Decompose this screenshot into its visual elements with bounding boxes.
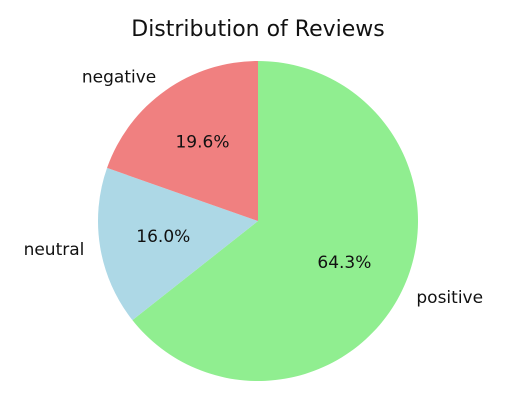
- pie-pct-label-neutral: 16.0%: [136, 227, 190, 247]
- pie-slice-negative: [107, 60, 258, 221]
- pie-label-negative: negative: [82, 67, 156, 87]
- pie-pct-label-positive: 64.3%: [317, 253, 371, 273]
- pie-pct-label-negative: 19.6%: [175, 133, 229, 153]
- pie-label-neutral: neutral: [24, 240, 85, 260]
- pie-label-positive: positive: [416, 288, 483, 308]
- pie-labels: 64.3% positive 16.0% neutral 19.6% negative: [24, 67, 483, 307]
- pie-slice-neutral: [97, 167, 258, 321]
- pie-slice-positive: [132, 61, 418, 381]
- chart-title: Distribution of Reviews: [131, 17, 385, 42]
- pie-slices: [97, 60, 418, 381]
